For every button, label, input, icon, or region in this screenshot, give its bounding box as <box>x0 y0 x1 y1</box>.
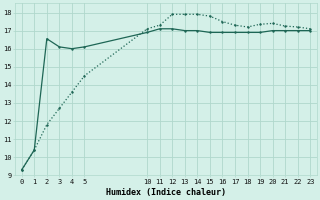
X-axis label: Humidex (Indice chaleur): Humidex (Indice chaleur) <box>106 188 226 197</box>
